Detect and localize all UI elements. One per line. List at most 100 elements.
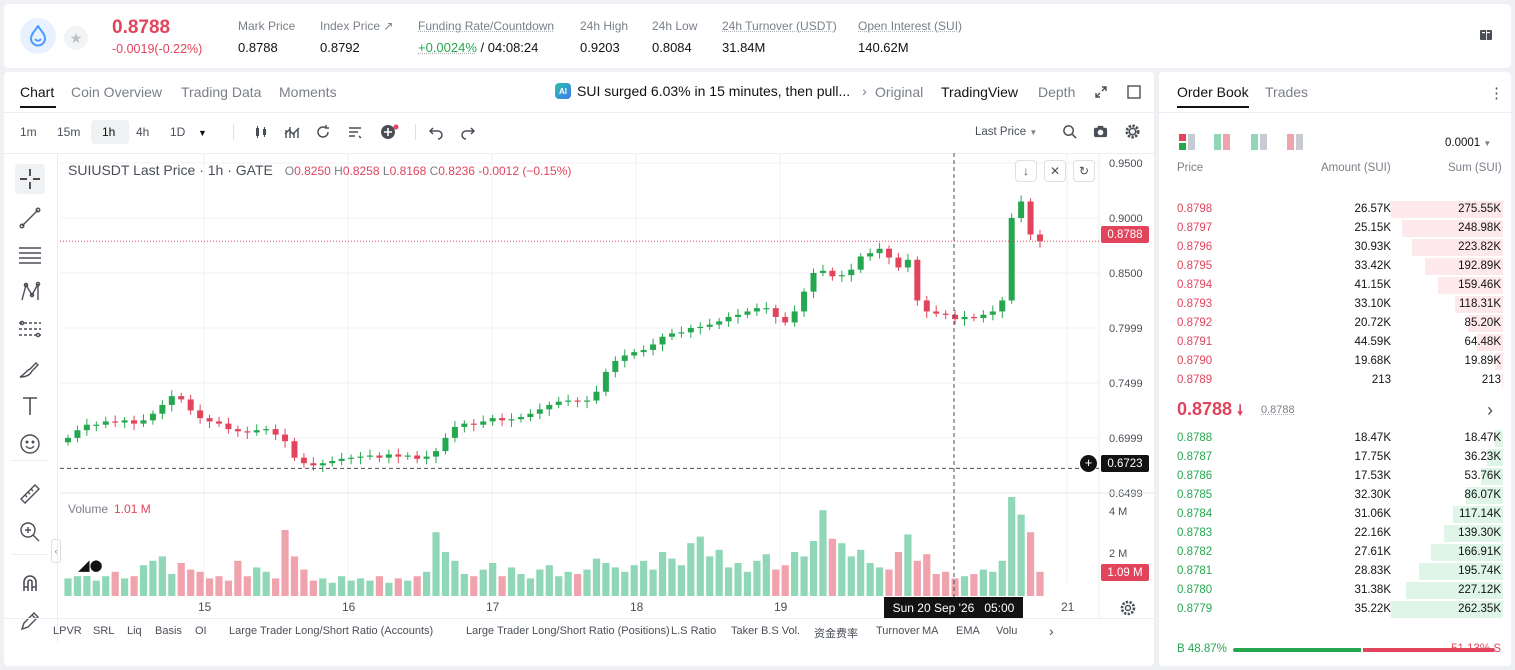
bid-row[interactable]: 0.8783 22.16K 139.30K	[1159, 524, 1511, 543]
y-tick-label: 0.6999	[1109, 433, 1143, 445]
bid-row[interactable]: 0.8780 31.38K 227.12K	[1159, 581, 1511, 600]
bid-row[interactable]: 0.8782 27.61K 166.91K	[1159, 543, 1511, 562]
ask-row[interactable]: 0.8791 44.59K 64.48K	[1159, 333, 1511, 352]
indicator-9[interactable]: 资金费率	[814, 628, 858, 640]
bid-row[interactable]: 0.8786 17.53K 53.76K	[1159, 467, 1511, 486]
text-tool-icon[interactable]	[15, 391, 45, 421]
book-view-split-icon[interactable]	[1214, 134, 1230, 153]
bid-row[interactable]: 0.8784 31.06K 117.14K	[1159, 505, 1511, 524]
ask-row[interactable]: 0.8789 213 213	[1159, 371, 1511, 390]
ask-row[interactable]: 0.8790 19.68K 19.89K	[1159, 352, 1511, 371]
bid-row[interactable]: 0.8785 32.30K 86.07K	[1159, 486, 1511, 505]
collapse-icon[interactable]: ✕	[1044, 160, 1066, 182]
templates-icon[interactable]	[347, 124, 363, 140]
tab-chart[interactable]: Chart	[20, 84, 55, 100]
indicator-0[interactable]: LPVR	[53, 625, 82, 637]
pattern-tool-icon[interactable]	[15, 277, 45, 307]
ask-row[interactable]: 0.8793 33.10K 118.31K	[1159, 295, 1511, 314]
camera-icon[interactable]	[1093, 124, 1109, 140]
precision-select[interactable]: 0.0001 ▼	[1445, 137, 1492, 149]
indicator-8[interactable]: Taker B.S Vol.	[731, 625, 801, 637]
more-options-icon[interactable]: ⋮	[1489, 85, 1504, 102]
timeframe-1d[interactable]: 1D	[170, 125, 186, 139]
chevron-right-icon[interactable]: ›	[1487, 400, 1493, 420]
redo-icon[interactable]	[460, 124, 476, 140]
ruler-tool-icon[interactable]	[15, 479, 45, 509]
bid-row[interactable]: 0.8779 35.22K 262.35K	[1159, 600, 1511, 619]
chart-settings-icon[interactable]	[1120, 600, 1136, 619]
book-view-asks-icon[interactable]	[1287, 134, 1303, 153]
bid-row[interactable]: 0.8787 17.75K 36.23K	[1159, 448, 1511, 467]
indicator-13[interactable]: Volu	[996, 625, 1018, 637]
crosshair-tool-icon[interactable]	[15, 164, 45, 194]
emoji-tool-icon[interactable]	[15, 429, 45, 459]
depth-bar	[1495, 430, 1503, 447]
trend-line-tool-icon[interactable]	[15, 203, 45, 233]
amount-cell: 27.61K	[1354, 546, 1391, 558]
undo-icon[interactable]	[428, 124, 444, 140]
window-icon[interactable]	[1127, 85, 1141, 102]
candle-body	[451, 426, 458, 438]
bid-row[interactable]: 0.8781 28.83K 195.74K	[1159, 562, 1511, 581]
add-alert-plus-icon[interactable]: +	[1080, 455, 1097, 472]
tab-moments[interactable]: Moments	[279, 84, 337, 100]
tab-trades[interactable]: Trades	[1265, 84, 1309, 100]
indicator-5[interactable]: Large Trader Long/Short Ratio (Accounts)	[229, 625, 434, 637]
favorite-star-icon[interactable]: ★	[64, 26, 88, 50]
tab-order-book[interactable]: Order Book	[1177, 84, 1249, 100]
replay-icon[interactable]	[315, 124, 331, 140]
divider	[4, 618, 1154, 619]
ask-row[interactable]: 0.8795 33.42K 192.89K	[1159, 257, 1511, 276]
news-ticker[interactable]: AI SUI surged 6.03% in 15 minutes, then …	[555, 83, 867, 99]
ask-row[interactable]: 0.8796 30.93K 223.82K	[1159, 238, 1511, 257]
bid-row[interactable]: 0.8788 18.47K 18.47K	[1159, 429, 1511, 448]
indicator-3[interactable]: Basis	[155, 625, 182, 637]
search-icon[interactable]	[1062, 124, 1078, 140]
indicator-7[interactable]: L.S Ratio	[671, 625, 717, 637]
settings-gear-icon[interactable]	[1125, 124, 1141, 140]
brush-tool-icon[interactable]	[15, 353, 45, 383]
expand-icon[interactable]	[1094, 85, 1108, 102]
view-original[interactable]: Original	[875, 84, 924, 100]
candle-type-icon[interactable]	[253, 124, 269, 140]
collapse-toolbar-chevron-icon[interactable]: ‹	[51, 539, 61, 563]
tab-trading-data[interactable]: Trading Data	[181, 84, 262, 100]
add-alert-icon[interactable]	[380, 124, 399, 140]
indicator-11[interactable]: MA	[922, 625, 939, 637]
timeframe-15m[interactable]: 15m	[57, 125, 81, 139]
indicator-12[interactable]: EMA	[956, 625, 980, 637]
fib-tool-icon[interactable]	[15, 315, 45, 345]
indicator-4[interactable]: OI	[195, 625, 207, 637]
zoom-in-tool-icon[interactable]	[15, 517, 45, 547]
contract-info-icon[interactable]	[1479, 28, 1495, 44]
refresh-icon[interactable]: ↻	[1073, 160, 1095, 182]
chevron-down-icon[interactable]: ▼	[198, 128, 207, 138]
magnet-tool-icon[interactable]	[15, 568, 45, 598]
ask-row[interactable]: 0.8798 26.57K 275.55K	[1159, 200, 1511, 219]
price-type-select[interactable]: Last Price ▼	[975, 126, 1038, 138]
view-tradingview[interactable]: TradingView	[941, 84, 1019, 100]
timeframe-4h[interactable]: 4h	[136, 125, 150, 139]
candle-body	[555, 401, 562, 405]
ask-row[interactable]: 0.8797 25.15K 248.98K	[1159, 219, 1511, 238]
ask-row[interactable]: 0.8794 41.15K 159.46K	[1159, 276, 1511, 295]
chevron-right-icon[interactable]: ›	[1049, 623, 1054, 639]
indicators-icon[interactable]	[284, 124, 300, 140]
indicator-1[interactable]: SRL	[93, 625, 115, 637]
price-chart[interactable]: 0.9500 0.9000 0.8500 0.7999 0.7499 0.6999 0.64…	[4, 153, 1154, 618]
indicator-10[interactable]: Turnover	[876, 625, 920, 637]
stat-index-price[interactable]: Index Price ↗ 0.8792	[320, 19, 394, 55]
horizontal-lines-tool-icon[interactable]	[15, 240, 45, 270]
view-depth[interactable]: Depth	[1038, 84, 1076, 100]
volume-bar	[658, 552, 667, 596]
book-view-bids-icon[interactable]	[1251, 134, 1267, 153]
ask-row[interactable]: 0.8792 20.72K 85.20K	[1159, 314, 1511, 333]
scroll-down-icon[interactable]: ↓	[1015, 160, 1037, 182]
indicator-6[interactable]: Large Trader Long/Short Ratio (Positions…	[466, 625, 670, 637]
book-view-both-icon[interactable]	[1179, 134, 1195, 153]
timeframe-1m[interactable]: 1m	[20, 125, 37, 139]
candle-body	[678, 332, 685, 334]
tab-coin-overview[interactable]: Coin Overview	[71, 84, 163, 100]
indicator-2[interactable]: Liq	[127, 625, 142, 637]
timeframe-1h[interactable]: 1h	[102, 125, 116, 139]
